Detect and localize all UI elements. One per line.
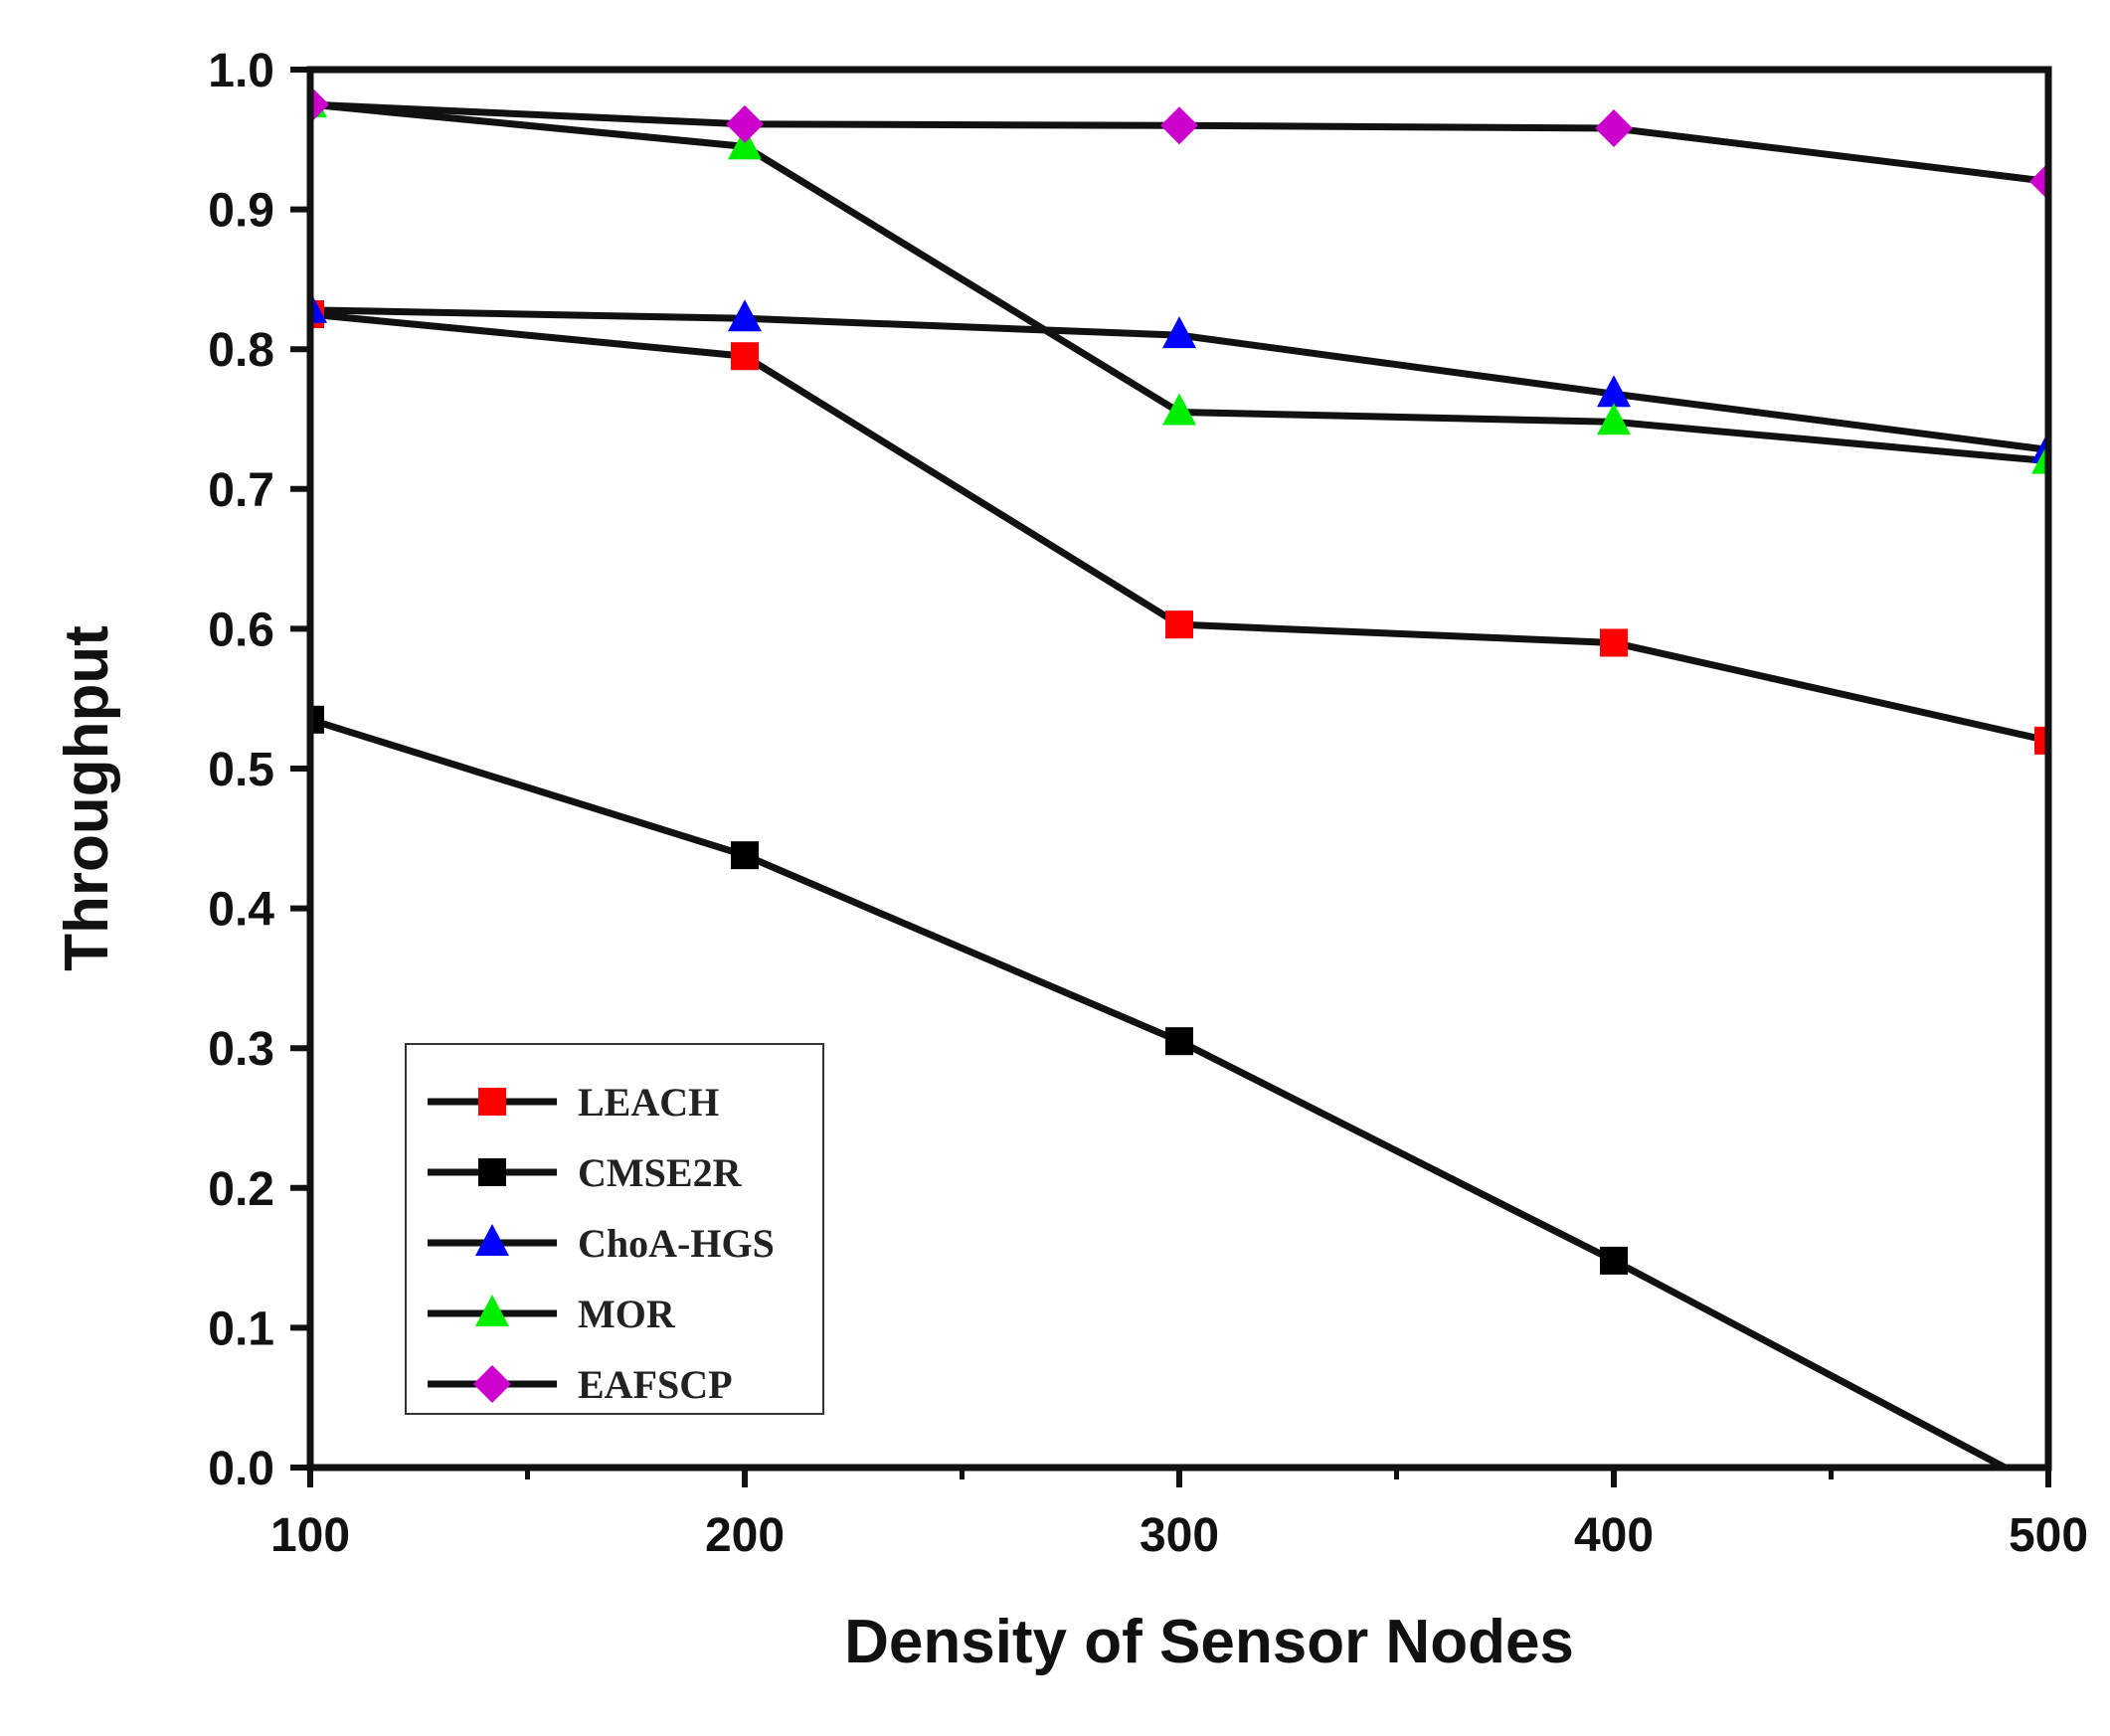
- x-tick-label-500: 500: [2009, 1509, 2088, 1562]
- y-tick-label-0.7: 0.7: [208, 464, 274, 517]
- y-axis-title: Throughput: [53, 625, 121, 971]
- point-leach-400: [1600, 628, 1628, 657]
- point-eafscp-500: [2029, 162, 2048, 201]
- point-eafscp-200: [726, 104, 764, 143]
- x-tick-label-400: 400: [1574, 1509, 1654, 1562]
- x-axis-title: Density of Sensor Nodes: [844, 1608, 1574, 1676]
- legend-label-leach: LEACH: [578, 1080, 719, 1125]
- legend: LEACH CMSE2R ChoA-HGS MOR EAFSCP: [405, 1043, 824, 1415]
- x-tick-label-200: 200: [705, 1509, 785, 1562]
- legend-label-choa-hgs: ChoA-HGS: [578, 1221, 775, 1266]
- y-tick-label-0.8: 0.8: [208, 324, 274, 377]
- y-tick-label-0.0: 0.0: [208, 1443, 274, 1495]
- y-tick-label-0.2: 0.2: [208, 1163, 274, 1216]
- y-tick-label-0.5: 0.5: [208, 744, 274, 796]
- point-mor-200: [728, 127, 762, 160]
- legend-label-mor: MOR: [578, 1292, 676, 1336]
- y-tick-label-0.1: 0.1: [208, 1302, 274, 1355]
- legend-label-cmse2r: CMSE2R: [578, 1150, 743, 1195]
- y-tick-label-0.9: 0.9: [208, 185, 274, 238]
- y-tick-label-0.3: 0.3: [208, 1023, 274, 1076]
- legend-box: [405, 1043, 824, 1415]
- point-leach-300: [1165, 610, 1193, 639]
- point-cmse2r-300: [1165, 1027, 1193, 1056]
- point-choa-hgs-400: [1597, 375, 1631, 408]
- legend-label-eafscp: EAFSCP: [578, 1362, 733, 1407]
- y-tick-label-0.6: 0.6: [208, 604, 274, 656]
- legend-marker-choa-hgs: [475, 1224, 509, 1256]
- series-line-leach: [310, 310, 2048, 745]
- point-leach-200: [731, 342, 759, 371]
- point-eafscp-300: [1160, 106, 1198, 145]
- legend-marker-cmse2r: [478, 1158, 506, 1186]
- point-mor-500: [2031, 441, 2048, 474]
- point-mor-300: [1162, 393, 1196, 426]
- point-choa-hgs-200: [728, 299, 762, 332]
- legend-marker-leach: [478, 1088, 506, 1116]
- x-tick-label-100: 100: [270, 1509, 350, 1562]
- point-choa-hgs-100: [310, 290, 327, 323]
- x-tick-label-300: 300: [1140, 1509, 1219, 1562]
- point-choa-hgs-300: [1162, 316, 1196, 349]
- plot-frame: [306, 66, 2052, 1472]
- point-cmse2r-400: [1600, 1246, 1628, 1275]
- y-tick-label-0.4: 0.4: [208, 884, 274, 937]
- point-eafscp-400: [1595, 109, 1633, 148]
- legend-marker-mor: [475, 1295, 509, 1326]
- point-cmse2r-200: [731, 841, 759, 870]
- y-tick-label-1.0: 1.0: [208, 45, 274, 97]
- tick-labels: 100 200 300 400 500 0.0 0.1 0.2 0.3 0.4 0.5 0.6 0.7 0…: [208, 45, 2088, 1562]
- point-eafscp-100: [310, 86, 329, 124]
- legend-marker-eafscp: [473, 1365, 511, 1403]
- point-mor-400: [1597, 403, 1631, 435]
